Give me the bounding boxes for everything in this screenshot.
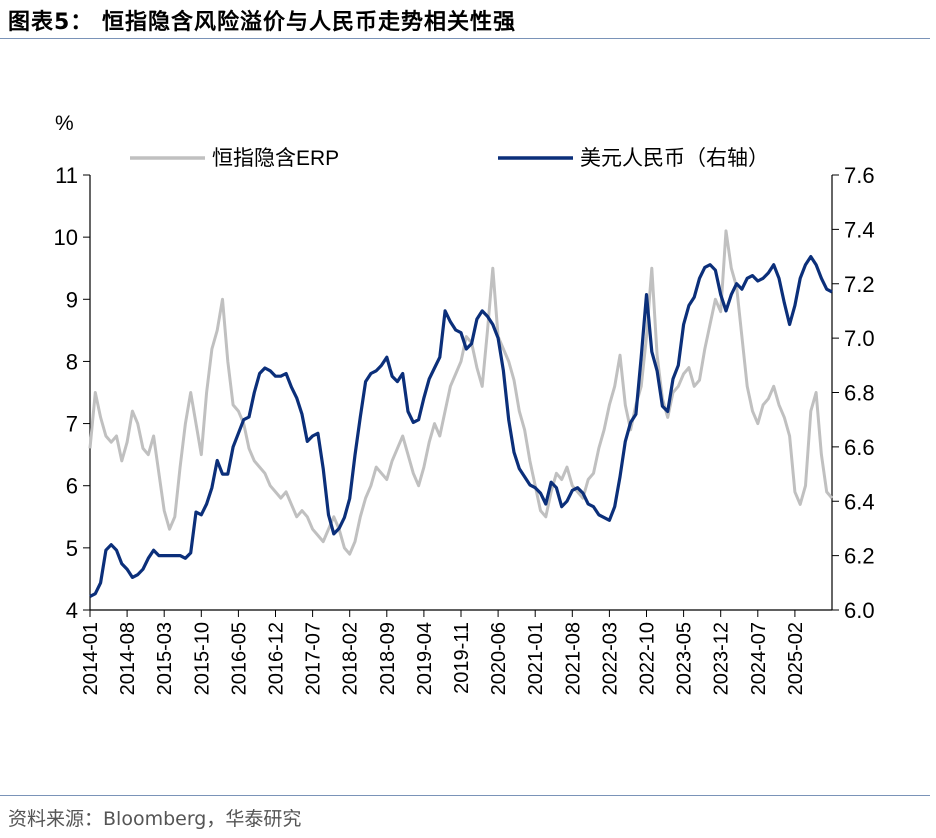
right-tick-label: 7.4 xyxy=(844,217,875,242)
left-tick-label: 6 xyxy=(66,474,78,499)
right-tick-label: 7.0 xyxy=(844,326,875,351)
x-tick-label: 2024-07 xyxy=(748,622,770,695)
right-tick-label: 6.4 xyxy=(844,489,875,514)
legend: 恒指隐含ERP 美元人民币（右轴） xyxy=(130,147,769,170)
x-tick-label: 2023-12 xyxy=(711,622,733,695)
right-tick-label: 6.2 xyxy=(844,544,875,569)
series-line-erp xyxy=(88,229,834,556)
left-axis-unit: % xyxy=(55,112,74,135)
left-tick-label: 7 xyxy=(66,412,78,437)
left-tick-label: 11 xyxy=(55,163,78,188)
x-tick-label: 2022-10 xyxy=(637,622,659,695)
x-tick-label: 2023-05 xyxy=(674,622,696,695)
x-tick-label: 2020-06 xyxy=(488,622,510,695)
left-tick-label: 5 xyxy=(66,536,78,561)
right-tick-label: 6.8 xyxy=(844,381,875,406)
axes-layer: 4 5 6 7 8 9 10 11 6.0 6.2 6.4 6.6 6.8 7.0 7.2 7.4 7.6 201… xyxy=(54,163,875,695)
x-tick-label: 2015-10 xyxy=(191,622,213,695)
x-tick-label: 2022-03 xyxy=(599,622,621,695)
series-line-usdcny xyxy=(89,255,833,598)
left-tick-label: 10 xyxy=(54,225,78,250)
right-tick-label: 7.6 xyxy=(844,163,875,188)
page-title: 图表5： 恒指隐含风险溢价与人民币走势相关性强 xyxy=(8,10,516,35)
x-tick-label: 2019-11 xyxy=(451,622,473,694)
header-divider xyxy=(0,38,930,39)
x-tick-label: 2014-08 xyxy=(117,622,139,695)
right-tick-label: 6.0 xyxy=(844,598,875,623)
x-tick-label: 2014-01 xyxy=(80,622,102,695)
x-tick-label: 2016-05 xyxy=(228,622,250,695)
x-tick-label: 2018-09 xyxy=(377,622,399,695)
source-note: 资料来源：Bloomberg，华泰研究 xyxy=(8,808,302,830)
x-tick-label: 2018-02 xyxy=(340,622,362,695)
chart: 4 5 6 7 8 9 10 11 6.0 6.2 6.4 6.6 6.8 7.0 7.2 7.4 7.6 201… xyxy=(54,112,875,695)
x-tick-label: 2019-04 xyxy=(414,622,436,695)
left-tick-label: 9 xyxy=(66,287,78,312)
x-tick-label: 2016-12 xyxy=(266,622,288,695)
x-tick-label: 2015-03 xyxy=(154,622,176,695)
left-tick-label: 8 xyxy=(66,349,78,374)
legend-label-usdcny: 美元人民币（右轴） xyxy=(580,147,769,170)
footer-divider xyxy=(0,795,930,796)
series-layer xyxy=(88,229,834,598)
right-tick-label: 7.2 xyxy=(844,272,875,297)
left-tick-label: 4 xyxy=(66,598,78,623)
x-tick-label: 2017-07 xyxy=(303,622,325,695)
x-tick-label: 2021-08 xyxy=(562,622,584,695)
right-tick-label: 6.6 xyxy=(844,435,875,460)
legend-label-erp: 恒指隐含ERP xyxy=(212,147,339,170)
header: 图表5： 恒指隐含风险溢价与人民币走势相关性强 xyxy=(0,0,936,40)
x-tick-label: 2021-01 xyxy=(525,622,547,695)
x-tick-label: 2025-02 xyxy=(785,622,807,695)
